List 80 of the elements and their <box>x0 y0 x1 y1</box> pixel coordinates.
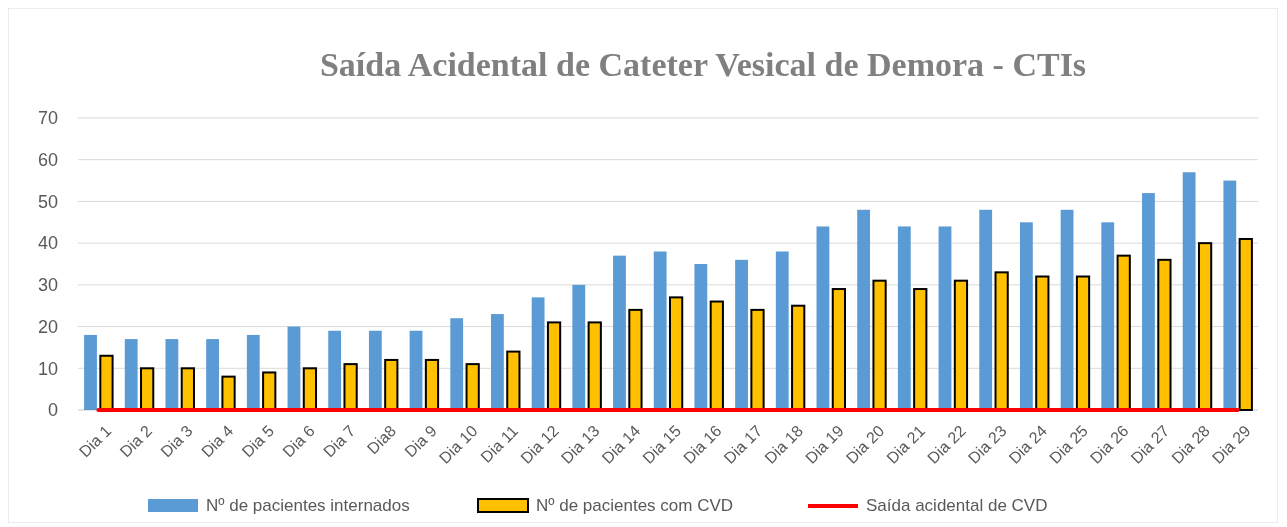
x-tick-label: Dia 5 <box>238 421 278 461</box>
bar <box>491 314 504 410</box>
bar <box>465 363 480 411</box>
bar <box>1142 193 1155 410</box>
bar <box>140 367 155 411</box>
x-tick-label: Dia 4 <box>198 421 237 461</box>
bar <box>287 326 301 410</box>
bar <box>328 330 342 410</box>
bar <box>872 279 887 411</box>
bar <box>735 259 748 410</box>
bar <box>831 288 846 411</box>
bar <box>343 363 358 411</box>
bar <box>1182 172 1196 410</box>
y-tick-label: 40 <box>37 233 58 254</box>
bar <box>572 284 586 410</box>
bar <box>1223 180 1237 410</box>
bar <box>587 321 602 411</box>
legend-label: Nº de pacientes com CVD <box>536 496 734 515</box>
bar <box>84 334 97 410</box>
bar <box>99 354 114 411</box>
bar <box>653 251 667 410</box>
y-tick-label: 50 <box>37 191 58 212</box>
bar <box>816 226 830 410</box>
bar <box>1116 254 1131 411</box>
y-tick-label: 0 <box>47 400 58 421</box>
bar <box>913 288 928 411</box>
bar <box>628 308 643 411</box>
bar <box>953 279 969 411</box>
legend-label: Saída acidental de CVD <box>866 496 1048 515</box>
y-tick-label: 60 <box>37 150 58 171</box>
bar <box>979 209 993 410</box>
x-tick-label: Dia 1 <box>75 421 115 461</box>
bar <box>450 318 464 410</box>
bar <box>775 251 789 410</box>
x-tick-label: Dia 3 <box>157 421 196 461</box>
x-tick-label: Dia 14 <box>598 421 644 467</box>
bar <box>1035 275 1050 411</box>
x-tick-label: Dia 22 <box>924 421 969 467</box>
bar <box>669 296 684 411</box>
bar <box>791 304 806 411</box>
y-tick-label: 30 <box>37 275 58 296</box>
bar <box>262 371 277 411</box>
bar <box>165 339 179 410</box>
x-tick-label: Dia 2 <box>116 421 156 461</box>
bar <box>897 226 911 410</box>
bar <box>1238 237 1253 411</box>
y-tick-label: 70 <box>37 108 58 129</box>
bar <box>368 330 382 410</box>
bar <box>1197 242 1213 411</box>
bar <box>750 308 765 411</box>
bar <box>302 367 318 411</box>
bar <box>613 255 626 410</box>
bar <box>709 300 724 411</box>
bar <box>938 226 952 410</box>
y-tick-label: 20 <box>37 316 58 337</box>
bar <box>384 358 399 411</box>
chart-title: Saída Acidental de Cateter Vesical de Demora - CTIs <box>319 46 1087 83</box>
bar <box>221 375 236 411</box>
bar <box>1157 258 1172 411</box>
bar <box>857 209 871 410</box>
bar <box>424 358 440 411</box>
bar <box>1019 222 1033 410</box>
bar <box>1060 209 1074 410</box>
bar <box>694 264 708 410</box>
bar <box>506 350 521 411</box>
bar <box>994 271 1009 411</box>
bar <box>546 321 562 411</box>
y-tick-label: 10 <box>37 358 58 379</box>
bar <box>246 334 260 410</box>
bar <box>409 330 423 410</box>
bar <box>1101 222 1115 410</box>
legend-label: Nº de pacientes internados <box>206 496 410 515</box>
bar <box>531 297 545 410</box>
bar <box>206 339 219 410</box>
x-tick-label: Dia 29 <box>1208 421 1254 467</box>
x-tick-label: Dia 7 <box>320 421 359 461</box>
bar <box>180 367 195 411</box>
bar <box>1075 275 1091 411</box>
x-tick-label: Dia 6 <box>279 421 318 461</box>
bar <box>124 339 138 410</box>
